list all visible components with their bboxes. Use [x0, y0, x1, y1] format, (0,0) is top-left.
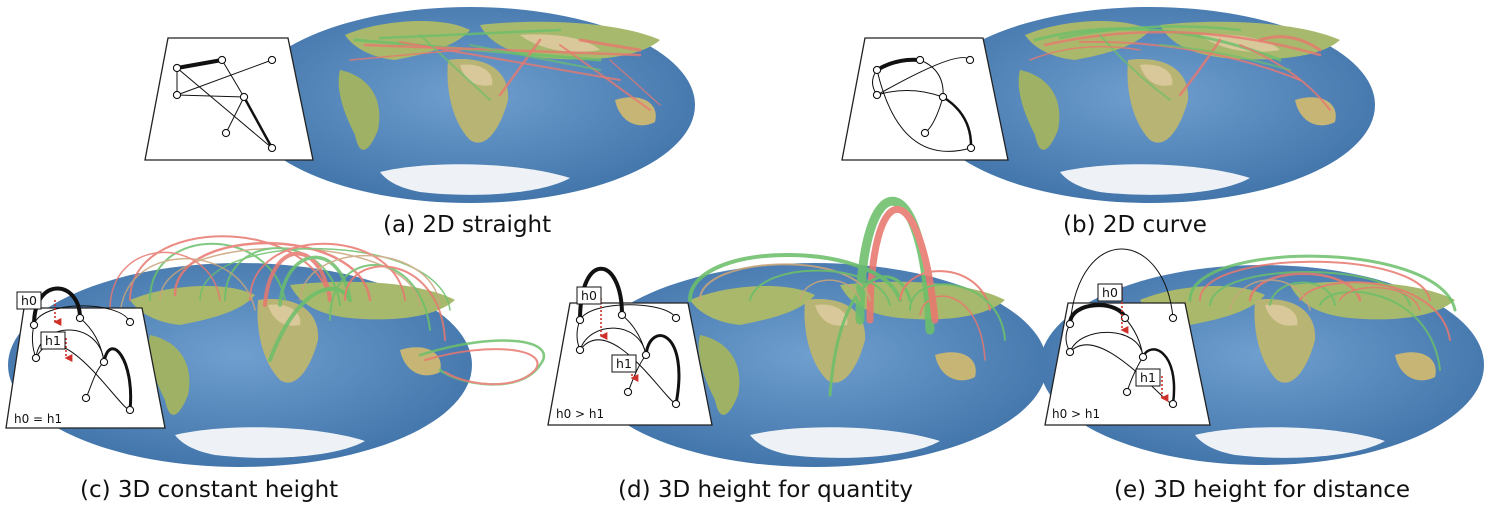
inset-note-d: h0 > h1	[556, 407, 604, 421]
panel-b	[841, 7, 1375, 203]
caption-panel-c: (c) 3D constant height	[80, 477, 339, 503]
inset-diagram-b	[841, 37, 1009, 161]
label-h0-c: h0	[21, 293, 37, 308]
inset-note-c: h0 = h1	[14, 412, 62, 426]
panel-e: h0 h1 h0 > h1	[1040, 248, 1484, 465]
label-h1-d: h1	[616, 356, 632, 371]
label-h0-e: h0	[1102, 285, 1118, 300]
caption-panel-e: (e) 3D height for distance	[1114, 477, 1411, 503]
globe-map-a	[245, 7, 695, 203]
caption-panel-b: (b) 2D curve	[1063, 212, 1207, 238]
panel-d: h0 h1 h0 > h1	[547, 196, 1047, 467]
inset-diagram-d: h0 h1 h0 > h1	[547, 266, 713, 426]
caption-panel-d: (d) 3D height for quantity	[618, 477, 913, 503]
inset-diagram-c: h0 h1 h0 = h1	[5, 286, 166, 429]
caption-panel-a: (a) 2D straight	[383, 212, 552, 238]
inset-diagram-a	[144, 37, 314, 161]
panel-c: h0 h1 h0 = h1	[5, 235, 546, 467]
panel-a	[144, 7, 695, 203]
flow-arcs-d	[688, 196, 1006, 397]
label-h1-c: h1	[45, 333, 61, 348]
inset-diagram-e: h0 h1 h0 > h1	[1044, 248, 1211, 426]
label-h1-e: h1	[1140, 370, 1156, 385]
label-h0-d: h0	[581, 288, 597, 303]
flow-lines-b	[1029, 25, 1331, 111]
flow-arcs-c	[109, 235, 546, 386]
inset-note-e: h0 > h1	[1052, 407, 1100, 421]
flow-arcs-e	[1188, 254, 1457, 371]
flow-lines-a	[349, 28, 661, 111]
